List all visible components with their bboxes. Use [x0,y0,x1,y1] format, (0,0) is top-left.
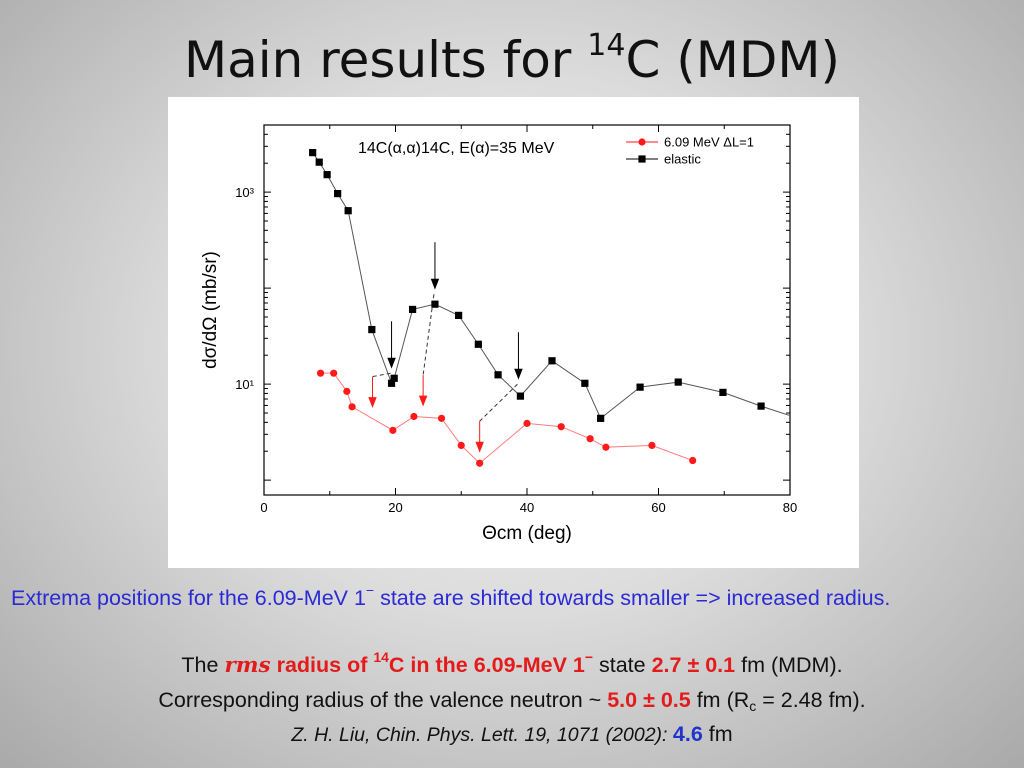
rc-subscript: c [749,698,757,715]
y-tick-label: 10¹ [235,377,254,392]
results-text: The rms radius of 14C in the 6.09-MeV 1−… [0,648,1024,752]
data-point-0 [476,459,484,467]
reference-value: 4.6 [672,722,703,746]
legend-marker [638,155,646,163]
rms-radius-value: 2.7 ± 0.1 [651,653,736,677]
data-point-1 [309,148,317,157]
data-point-1 [390,374,398,382]
data-point-0 [523,419,531,427]
rms-radius-tail: fm (MDM). [735,653,843,677]
data-point-1 [494,371,502,379]
data-point-0 [586,435,594,443]
data-point-1 [548,357,556,365]
text-the: The [181,653,225,677]
slide-title: Main results for 14C (MDM) [0,8,1024,98]
data-point-0 [437,414,446,422]
figure-panel: 0 20 40 60 80 10¹ 10³ Θcm (deg) dσ/dΩ (mb/sr) 14C… [168,97,859,568]
plot-frame [263,124,791,496]
state-arrow-head [418,395,428,407]
rms-label: rms [224,653,271,678]
data-point-0 [389,426,397,434]
y-tick-label: 10³ [235,185,254,200]
data-point-1 [408,305,417,314]
caption: Extrema positions for the 6.09-MeV 1− st… [11,582,1011,615]
data-point-1 [636,383,644,391]
cross-section-chart: 0 20 40 60 80 10¹ 10³ Θcm (deg) dσ/dΩ (mb/sr) 14C… [200,124,797,544]
reference-citation: Z. H. Liu, Chin. Phys. Lett. 19, 1071 (2… [291,724,673,746]
valence-pre: Corresponding radius of the valence neut… [158,688,608,712]
text-state: state [593,653,652,677]
data-point-0 [648,441,656,449]
y-axis-label: dσ/dΩ (mb/sr) [200,251,221,369]
minimum-shift-dashed [479,383,518,422]
data-point-0 [689,456,697,465]
series-line-1 [312,152,790,420]
data-point-0 [316,369,325,377]
state-arrow-head [368,397,377,408]
data-point-1 [455,311,463,319]
caption-part1: Extrema positions for the 6.09-MeV 1 [11,586,366,610]
rms-radius-line: The rms radius of 14C in the 6.09-MeV 1−… [0,648,1024,683]
reference-unit: fm [702,722,733,746]
data-point-1 [431,300,439,308]
elastic-arrow-head [514,368,523,380]
data-point-1 [516,392,525,400]
legend-label: 6.09 MeV ΔL=1 [664,135,754,150]
data-point-0 [348,403,356,411]
state-sup: − [584,649,594,666]
radius-label-sup: 14 [373,649,389,666]
title-main: Main results for [183,31,588,89]
x-tick-label: 60 [651,500,665,515]
valence-tail: = 2.48 fm). [756,688,866,712]
data-point-1 [581,379,589,387]
data-point-0 [330,369,338,377]
title-rest: C (MDM) [625,31,841,89]
caption-part2: state are shifted towards smaller => inc… [374,586,891,610]
radius-label-2: C in the 6.09-MeV 1 [388,653,585,677]
valence-mid: fm (R [690,688,750,712]
data-point-1 [368,325,376,334]
data-point-1 [597,414,605,422]
x-tick-label: 80 [783,500,797,515]
data-point-0 [410,412,418,421]
data-point-1 [674,378,682,386]
valence-radius-value: 5.0 ± 0.5 [607,688,691,712]
data-point-0 [557,423,565,431]
data-point-1 [334,189,342,198]
title-superscript: 14 [587,28,626,63]
chart-annotation: 14C(α,α)14C, E(α)=35 MeV [358,140,555,157]
x-tick-label: 20 [388,500,402,515]
caption-superscript: − [365,582,375,599]
x-axis-label: Θcm (deg) [482,523,572,544]
data-point-1 [719,388,727,396]
data-point-1 [387,379,396,387]
data-point-1 [757,402,765,410]
data-point-1 [323,171,331,179]
valence-neutron-line: Corresponding radius of the valence neut… [0,683,1024,717]
minimum-shift-dashed [372,372,391,378]
legend-label: elastic [664,152,701,167]
data-point-0 [343,387,351,395]
elastic-arrow-head [387,357,396,369]
legend-marker [638,138,646,146]
x-tick-label: 40 [520,500,534,515]
reference-line: Z. H. Liu, Chin. Phys. Lett. 19, 1071 (2… [0,717,1024,752]
data-point-1 [344,207,352,215]
data-point-1 [474,340,482,348]
data-point-1 [315,158,323,166]
elastic-arrow-head [430,278,440,290]
data-point-0 [457,441,465,449]
x-tick-label: 0 [260,500,267,515]
radius-label-1: radius of [270,653,374,677]
data-point-0 [602,443,610,451]
state-arrow-head [475,441,484,453]
